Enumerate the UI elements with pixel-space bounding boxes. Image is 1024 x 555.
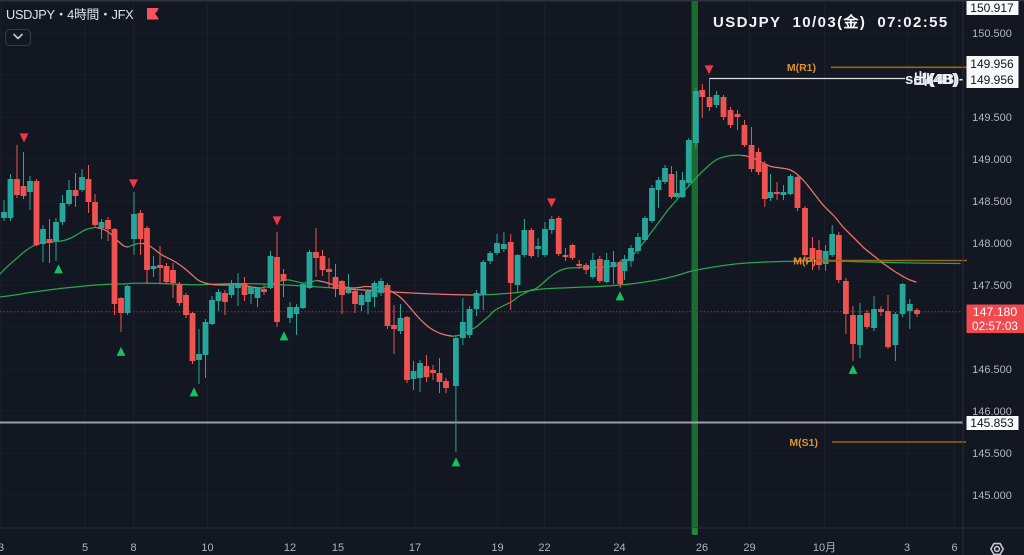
svg-text:150.500: 150.500 <box>972 28 1012 40</box>
svg-text:146.500: 146.500 <box>972 364 1012 376</box>
svg-text:15: 15 <box>332 542 344 554</box>
svg-text:M(R1): M(R1) <box>787 62 816 74</box>
svg-text:6: 6 <box>951 542 957 554</box>
svg-text:sell(4B): sell(4B) <box>905 71 959 88</box>
svg-text:149.956: 149.956 <box>970 73 1014 87</box>
svg-text:3: 3 <box>0 542 4 554</box>
svg-text:145.853: 145.853 <box>970 416 1014 430</box>
svg-text:-: - <box>959 71 963 86</box>
svg-text:147.500: 147.500 <box>972 280 1012 292</box>
svg-text:149.500: 149.500 <box>972 112 1012 124</box>
svg-text:12: 12 <box>284 542 296 554</box>
svg-text:146.000: 146.000 <box>972 406 1012 418</box>
svg-text:02:57:03: 02:57:03 <box>972 319 1018 333</box>
svg-text:M(S1): M(S1) <box>789 437 818 449</box>
svg-text:出(4B): 出(4B) <box>913 70 957 88</box>
svg-text:148.500: 148.500 <box>972 196 1012 208</box>
svg-text:17: 17 <box>409 542 421 554</box>
svg-text:147.180: 147.180 <box>973 305 1018 319</box>
svg-text:8: 8 <box>130 542 136 554</box>
svg-text:148.000: 148.000 <box>972 238 1012 250</box>
svg-text:M(P): M(P) <box>793 256 816 268</box>
svg-text:145.000: 145.000 <box>972 490 1012 502</box>
svg-text:19: 19 <box>491 542 503 554</box>
svg-text:26: 26 <box>696 542 708 554</box>
svg-text:10: 10 <box>201 542 213 554</box>
svg-text:150.917: 150.917 <box>970 1 1014 15</box>
svg-text:22: 22 <box>538 542 550 554</box>
svg-text:USDJPY・4時間・JFX: USDJPY・4時間・JFX <box>6 7 134 22</box>
svg-text:29: 29 <box>743 542 755 554</box>
svg-text:149.000: 149.000 <box>972 154 1012 166</box>
svg-text:3: 3 <box>904 542 910 554</box>
svg-text:5: 5 <box>82 542 88 554</box>
svg-text:145.500: 145.500 <box>972 448 1012 460</box>
svg-text:10月: 10月 <box>813 542 836 554</box>
svg-text:24: 24 <box>613 542 625 554</box>
svg-text:USDJPY 10/03(金) 07:02:55: USDJPY 10/03(金) 07:02:55 <box>713 13 949 31</box>
svg-text:149.956: 149.956 <box>970 57 1014 71</box>
